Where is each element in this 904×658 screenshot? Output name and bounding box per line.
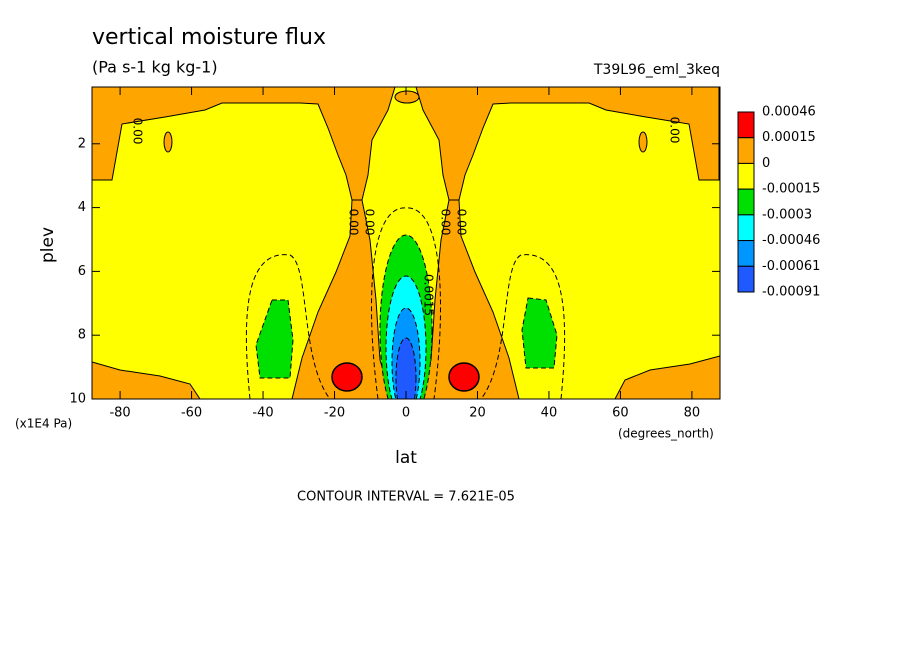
contour-fill (448, 362, 480, 392)
colorbar-label: -0.00015 (762, 182, 820, 197)
colorbar-box (737, 214, 755, 242)
contour-line (245, 254, 331, 399)
contour-label: 0.00 (347, 209, 361, 236)
y-axis-label: plev (38, 227, 58, 263)
contour-label: 0.00 (363, 209, 377, 236)
contour-label: 0.00 (131, 118, 145, 145)
colorbar-label: -0.00046 (762, 233, 820, 248)
colorbar-label: -0.0003 (762, 207, 812, 222)
x-tick-label: 60 (612, 406, 629, 421)
dataset-label: T39L96_eml_3keq (593, 62, 720, 78)
x-tick-label: -80 (109, 406, 130, 421)
colorbar-box (737, 111, 755, 139)
contour-fill (163, 131, 173, 153)
x-tick-label: 20 (469, 406, 486, 421)
colorbar-label: -0.00061 (762, 259, 820, 274)
contour-fill (255, 299, 294, 379)
x-units: (degrees_north) (618, 427, 714, 441)
contour-fill (614, 355, 720, 399)
colorbar-label: 0.00046 (762, 105, 816, 120)
x-tick-label: -20 (324, 406, 345, 421)
contour-fill (418, 199, 520, 399)
y-tick-label: 10 (69, 392, 86, 407)
colorbar-label: 0.00015 (762, 130, 816, 145)
colorbar-box (737, 162, 755, 190)
contour-fill (415, 87, 720, 201)
y-units: (x1E4 Pa) (15, 417, 72, 431)
contour-fill (291, 199, 393, 399)
x-tick-label: -60 (181, 406, 202, 421)
y-tick-label: 6 (78, 264, 86, 279)
colorbar-label: -0.00091 (762, 285, 820, 300)
chart-subtitle: (Pa s-1 kg kg-1) (92, 58, 218, 77)
chart-title: vertical moisture flux (92, 25, 326, 50)
contour-label: 0.00 (455, 209, 469, 236)
contour-label: 0.00 (439, 209, 453, 236)
contour-fill (395, 337, 417, 399)
contour-label: 0.0015 (422, 274, 436, 316)
y-tick-label: 2 (78, 136, 86, 151)
contour-line (370, 207, 442, 399)
contour-fill (92, 361, 201, 399)
colorbar-box (737, 188, 755, 216)
x-axis-label: lat (395, 448, 417, 468)
x-tick-label: 80 (684, 406, 701, 421)
contour-fill (394, 90, 420, 104)
x-tick-label: -40 (252, 406, 273, 421)
colorbar-box (737, 137, 755, 164)
contour-fill (92, 87, 396, 201)
contour-label: 0.00 (668, 117, 682, 144)
contour-fill (521, 297, 558, 369)
x-tick-label: 40 (541, 406, 558, 421)
contour-fill (638, 131, 648, 153)
y-tick-label: 8 (78, 328, 86, 343)
x-tick-label: 0 (402, 406, 410, 421)
colorbar-box (737, 265, 755, 293)
colorbar-box (737, 240, 755, 267)
contour-line (480, 254, 566, 399)
contour-fill (331, 362, 363, 392)
footnote: CONTOUR INTERVAL = 7.621E-05 (297, 490, 515, 505)
y-tick-label: 4 (78, 200, 86, 215)
colorbar-label: 0 (762, 156, 770, 171)
